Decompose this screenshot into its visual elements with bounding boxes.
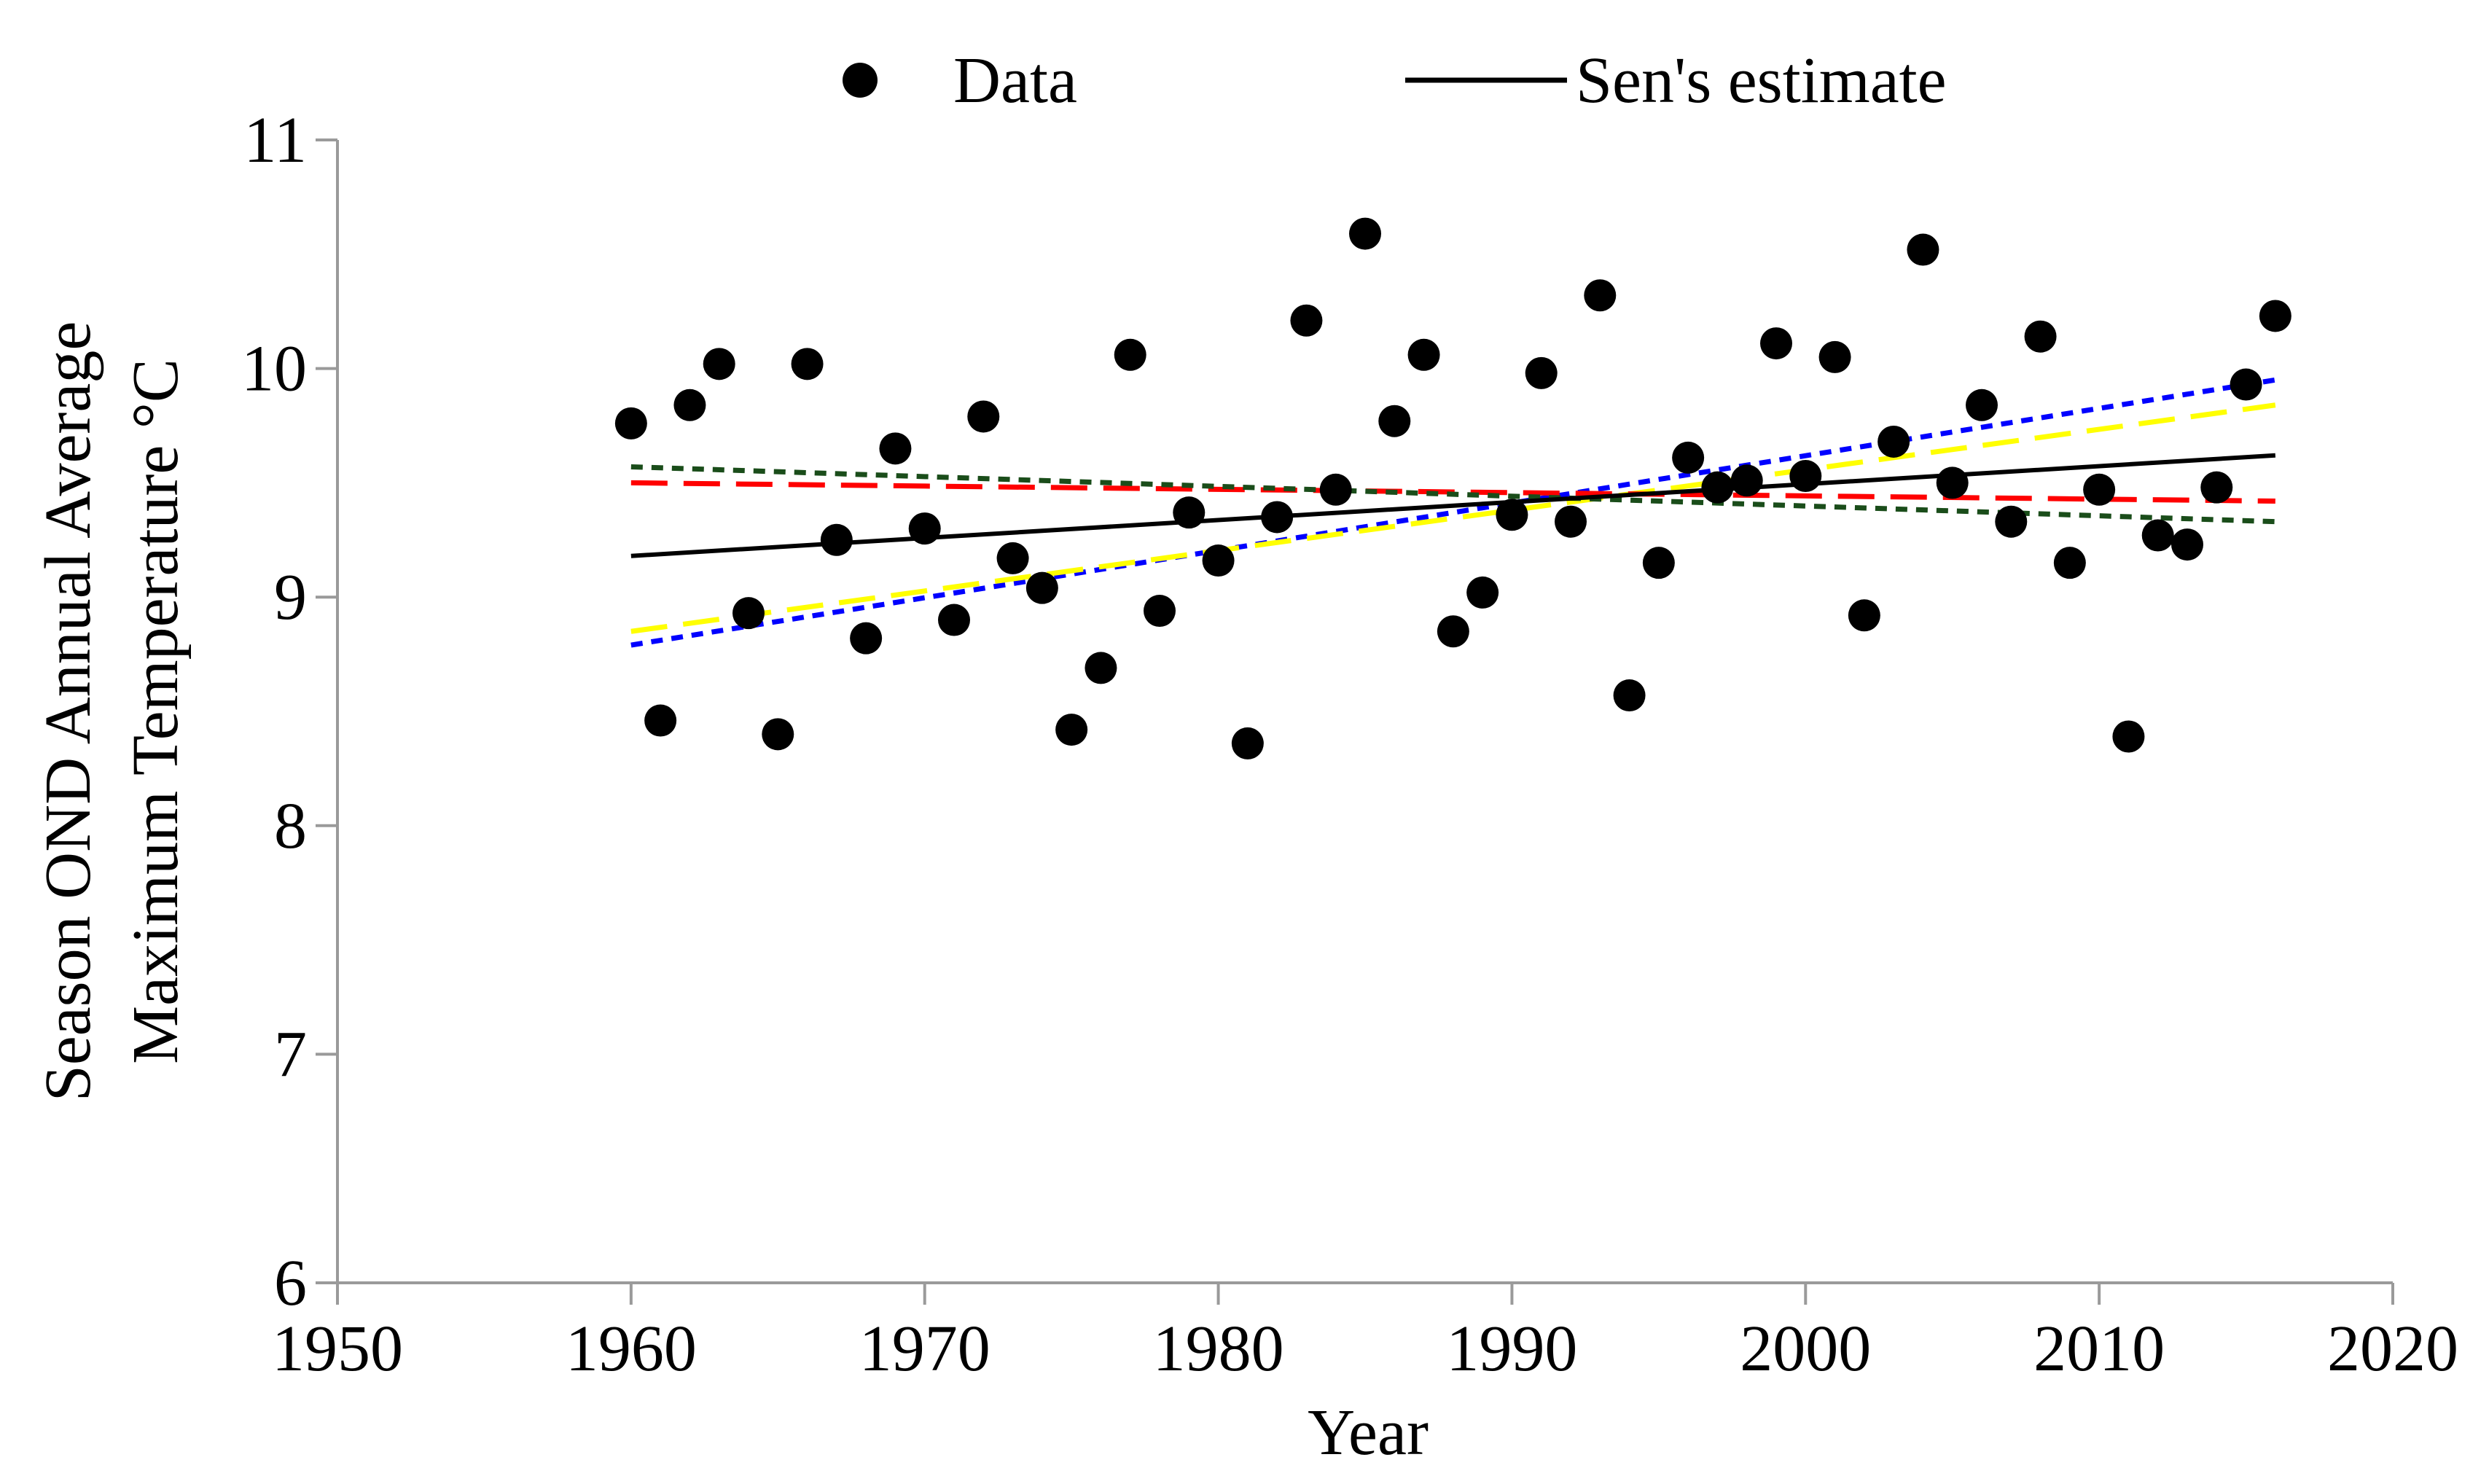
trend-line-upper-confidence-bound-blue (630, 377, 2276, 648)
data-point (820, 523, 853, 556)
data-point (1025, 571, 1058, 604)
data-point (1437, 615, 1469, 648)
data-point (1231, 727, 1264, 759)
y-axis-title-line-2: Maximum Temperature °C (120, 359, 192, 1064)
data-point (1789, 459, 1822, 492)
legend: Data Sen's estimate (843, 44, 1947, 117)
data-point (1173, 496, 1206, 529)
data-point (1407, 338, 1440, 371)
x-tick-label: 1950 (272, 1313, 403, 1385)
legend-data-label: Data (953, 44, 1077, 117)
data-point (614, 407, 647, 440)
data-point (1555, 505, 1587, 538)
data-point (1995, 505, 2028, 538)
data-point (1818, 340, 1851, 373)
x-axis-title: Year (1308, 1397, 1429, 1469)
data-point (2259, 300, 2291, 332)
data-point (1202, 544, 1235, 577)
y-tick-label: 7 (274, 1018, 307, 1090)
x-tick-label: 2010 (2033, 1313, 2165, 1385)
data-point (1878, 425, 1910, 458)
data-point (850, 622, 883, 655)
data-point (1760, 327, 1792, 360)
data-point (2200, 471, 2233, 504)
ticks: 6 7 8 9 10 11 1950 1960 1970 1980 1990 2000 2010 2020 (241, 104, 2458, 1385)
y-tick-label: 9 (274, 561, 307, 633)
y-tick-label: 6 (274, 1247, 307, 1319)
data-point (732, 597, 765, 630)
data-point (1966, 388, 1998, 421)
data-point (1584, 279, 1617, 312)
data-point (2141, 519, 2174, 552)
data-point (908, 512, 941, 545)
data-point (673, 388, 706, 421)
data-point (1055, 714, 1088, 746)
data-point (996, 542, 1029, 574)
data-point (2024, 320, 2057, 353)
data-point (1848, 599, 1880, 632)
axes (336, 140, 2393, 1284)
data-point (1496, 499, 1528, 531)
data-point (2171, 528, 2203, 561)
data-point (938, 604, 970, 636)
legend-data-marker (843, 63, 878, 98)
data-point (762, 718, 794, 751)
x-tick-label: 2000 (1740, 1313, 1871, 1385)
data-point (1144, 595, 1176, 628)
data-point (2230, 368, 2262, 401)
legend-sen-label: Sen's estimate (1576, 44, 1947, 117)
data-point (1290, 304, 1323, 337)
y-axis-title-line-1: Season OND Annual Average (32, 321, 104, 1102)
data-point (1525, 356, 1558, 389)
data-point (1378, 405, 1411, 437)
data-point (1261, 501, 1294, 534)
data-point (1701, 471, 1734, 504)
x-tick-label: 1970 (859, 1313, 990, 1385)
trend-line-dark-green-dotted-trend (630, 464, 2275, 525)
data-point (2112, 720, 2145, 753)
data-point (879, 432, 912, 465)
data-point (1613, 679, 1646, 712)
data-point (1114, 338, 1146, 371)
data-point (1466, 576, 1499, 609)
trend-line-sen-s-estimate (630, 453, 2276, 558)
trend-lines (630, 377, 2276, 648)
data-point (1349, 217, 1381, 250)
data-point (644, 704, 677, 737)
y-tick-label: 11 (243, 104, 307, 176)
data-point (967, 400, 1000, 433)
trend-line-lower-confidence-bound-yellow (630, 402, 2276, 634)
data-point (2053, 547, 2086, 579)
data-point (1730, 464, 1763, 497)
x-tick-label: 1980 (1153, 1313, 1284, 1385)
data-point (703, 348, 735, 380)
data-point (791, 348, 824, 380)
x-tick-label: 2020 (2327, 1313, 2458, 1385)
y-tick-label: 8 (274, 790, 307, 862)
x-tick-label: 1960 (566, 1313, 697, 1385)
data-point (1642, 547, 1675, 579)
data-point (2083, 473, 2116, 506)
data-points (614, 217, 2291, 759)
data-point (1936, 466, 1969, 499)
y-tick-label: 10 (241, 333, 307, 405)
data-point (1672, 441, 1705, 474)
data-point (1907, 233, 1939, 266)
x-tick-label: 1990 (1446, 1313, 1577, 1385)
data-point (1319, 473, 1352, 506)
data-point (1085, 652, 1117, 684)
